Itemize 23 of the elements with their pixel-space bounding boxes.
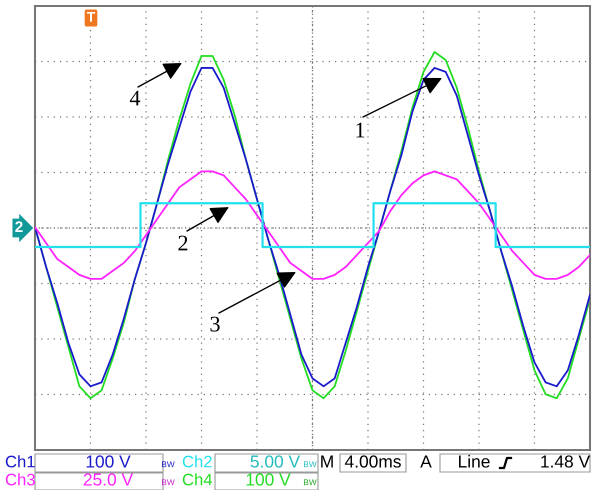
text: Ch2	[182, 455, 212, 468]
text: BW	[162, 479, 175, 486]
text: BW	[304, 461, 317, 468]
text: A	[420, 456, 432, 468]
text: 100 V	[86, 455, 131, 468]
text: T	[86, 12, 96, 22]
text: BW	[304, 479, 317, 486]
text: M	[321, 456, 333, 468]
text: BW	[162, 461, 175, 468]
annotation: 1	[356, 122, 364, 138]
text: 25.0 V	[84, 473, 134, 486]
text: 4.00ms	[344, 455, 401, 468]
text: 100 V	[246, 473, 291, 486]
annotation: 3	[210, 316, 220, 332]
annotation: 4	[130, 90, 140, 106]
annotation: 2	[178, 236, 188, 250]
text: Line	[459, 454, 490, 468]
text: Ch1	[6, 455, 35, 468]
text: 1.48 V	[541, 455, 590, 468]
text: Ch3	[6, 473, 35, 486]
text: 2	[15, 221, 23, 232]
text: Ch4	[182, 473, 212, 486]
text: 5.00 V	[250, 455, 300, 468]
